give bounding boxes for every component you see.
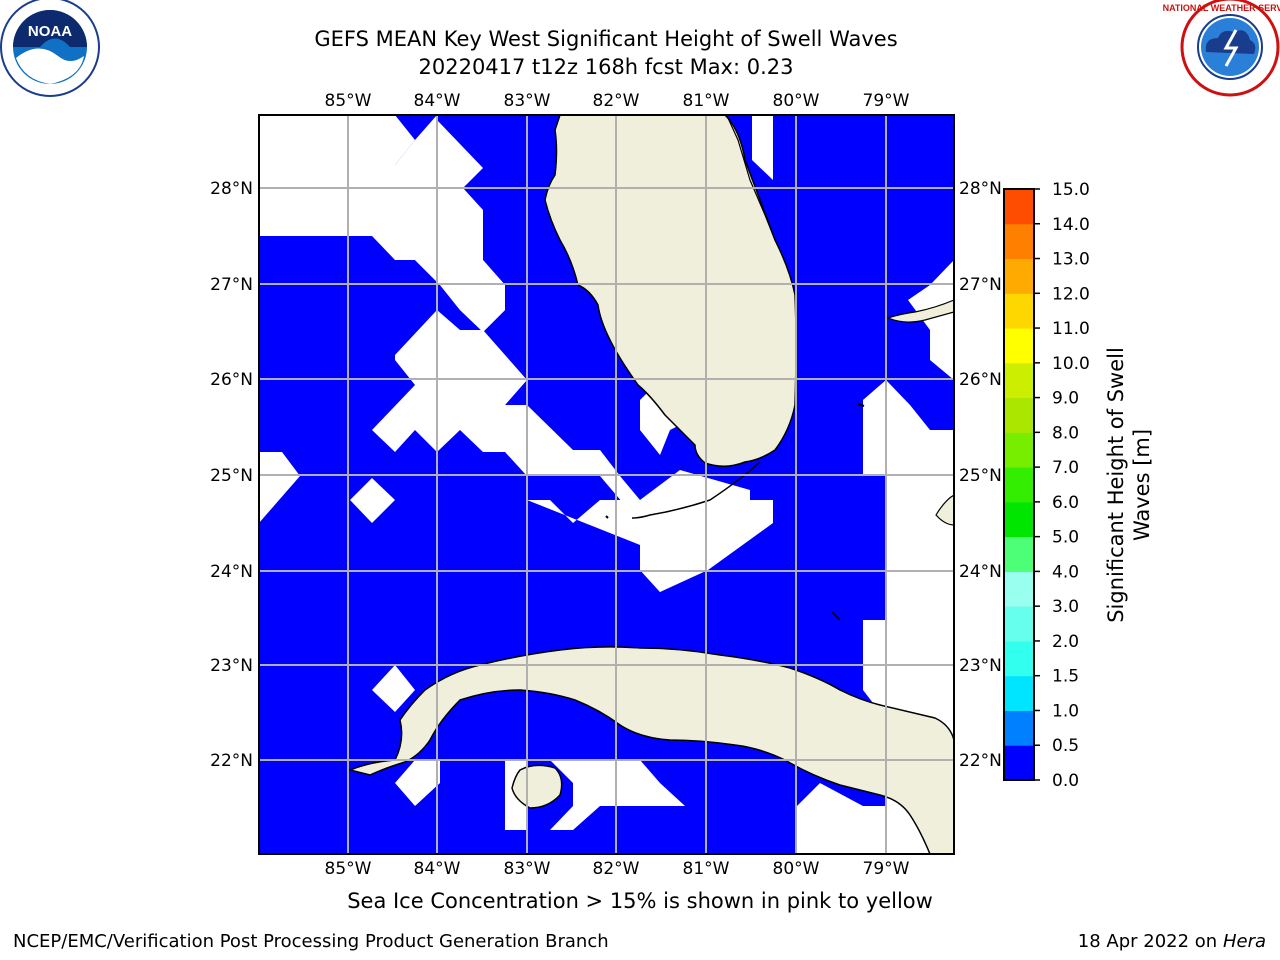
lat-label: 25°N: [959, 466, 1002, 486]
credit-text: NCEP/EMC/Verification Post Processing Pr…: [13, 931, 609, 952]
lat-label: 22°N: [959, 751, 1002, 771]
colorbar-label-line1: Significant Height of Swell: [1104, 347, 1128, 623]
colorbar-tick-label: 8.0: [1052, 423, 1079, 443]
lat-label: 24°N: [959, 562, 1002, 582]
noaa-logo-text: NOAA: [28, 23, 72, 40]
colorbar-tick-label: 3.0: [1052, 597, 1079, 617]
colorbar-tick-label: 4.0: [1052, 562, 1079, 582]
no-data-patches: [259, 115, 954, 854]
chart-title: GEFS MEAN Key West Significant Height of…: [314, 27, 898, 51]
colorbar-tick-label: 11.0: [1052, 319, 1090, 339]
graticule: [259, 115, 954, 854]
lat-label: 23°N: [959, 656, 1002, 676]
lat-label: 26°N: [210, 370, 253, 390]
lat-labels-right: 28°N 27°N 26°N 25°N 24°N 23°N 22°N: [959, 179, 1002, 771]
noaa-logo: NOAA: [0, 0, 100, 97]
colorbar-segment: [1004, 606, 1034, 642]
colorbar-segment: [1004, 397, 1034, 433]
colorbar-segment: [1004, 432, 1034, 468]
lat-label: 28°N: [210, 179, 253, 199]
colorbar-tick-label: 5.0: [1052, 528, 1079, 548]
colorbar-tick-label: 1.5: [1052, 667, 1079, 687]
lat-label: 23°N: [210, 656, 253, 676]
date-text: 18 Apr 2022 on: [1077, 931, 1223, 952]
colorbar-tick-label: 1.0: [1052, 701, 1079, 721]
colorbar-segment: [1004, 223, 1034, 260]
lat-label: 27°N: [210, 275, 253, 295]
lon-labels-top: 85°W 84°W 83°W 82°W 81°W 80°W 79°W: [325, 91, 910, 111]
isla-juventud: [511, 764, 563, 809]
nws-logo-ring-text: NATIONAL WEATHER SERVICE: [1163, 3, 1280, 13]
lon-label: 85°W: [325, 859, 372, 879]
colorbar-segment: [1004, 362, 1034, 399]
colorbar-tick-label: 14.0: [1052, 215, 1090, 235]
colorbar-tick-label: 10.0: [1052, 354, 1090, 374]
colorbar-segment: [1004, 328, 1034, 364]
colorbar-ticks: 0.0 0.5 1.0 1.5 2.0 3.0 4.0 5.0 6.0 7.0 8.0 9.0 10.0…: [1034, 180, 1090, 791]
lon-label: 84°W: [414, 859, 461, 879]
colorbar-segment: [1004, 293, 1034, 329]
lon-label: 84°W: [414, 91, 461, 111]
colorbar-segment: [1004, 640, 1034, 677]
lat-label: 28°N: [959, 179, 1002, 199]
colorbar-segment: [1004, 258, 1034, 294]
lat-label: 27°N: [959, 275, 1002, 295]
colorbar-segment: [1004, 710, 1034, 746]
lat-label: 22°N: [210, 751, 253, 771]
colorbar-tick-label: 9.0: [1052, 389, 1079, 409]
colorbar-tick-label: 12.0: [1052, 284, 1090, 304]
colorbar-label: Significant Height of Swell Waves [m]: [1104, 347, 1154, 623]
colorbar: [1003, 188, 1035, 781]
lat-label: 25°N: [210, 466, 253, 486]
colorbar-segment: [1004, 675, 1034, 711]
lon-label: 81°W: [683, 91, 730, 111]
cuba-land: [347, 646, 954, 854]
lat-label: 24°N: [210, 562, 253, 582]
bahamas-islands: [935, 494, 954, 526]
lon-label: 82°W: [593, 91, 640, 111]
colorbar-label-line2: Waves [m]: [1130, 429, 1154, 541]
lon-label: 81°W: [683, 859, 730, 879]
lon-label: 79°W: [863, 91, 910, 111]
colorbar-tick-label: 7.0: [1052, 458, 1079, 478]
colorbar-frame: [1003, 188, 1035, 781]
lat-label: 26°N: [959, 370, 1002, 390]
bahamas-andros: [886, 299, 954, 323]
chart-subtitle: 20220417 t12z 168h fcst Max: 0.23: [418, 55, 794, 79]
map-frame: [258, 114, 955, 855]
colorbar-tick-label: 13.0: [1052, 250, 1090, 270]
caption: Sea Ice Concentration > 15% is shown in …: [347, 889, 933, 913]
colorbar-segment: [1004, 571, 1034, 607]
lon-label: 80°W: [773, 91, 820, 111]
colorbar-segment: [1004, 501, 1034, 538]
colorbar-segment: [1004, 189, 1034, 225]
colorbar-tick-label: 6.0: [1052, 493, 1079, 513]
lon-labels-bottom: 85°W 84°W 83°W 82°W 81°W 80°W 79°W: [325, 859, 910, 879]
colorbar-tick-label: 0.0: [1052, 771, 1079, 791]
lon-label: 83°W: [504, 91, 551, 111]
host-name: Hera: [1222, 931, 1266, 952]
lon-label: 83°W: [504, 859, 551, 879]
colorbar-tick-label: 15.0: [1052, 180, 1090, 200]
lat-labels-left: 28°N 27°N 26°N 25°N 24°N 23°N 22°N: [210, 179, 253, 771]
nws-logo: NATIONAL WEATHER SERVICE: [1163, 0, 1280, 97]
lon-label: 82°W: [593, 859, 640, 879]
date-stamp: 18 Apr 2022 on Hera: [1078, 931, 1266, 952]
lon-label: 80°W: [773, 859, 820, 879]
lon-label: 79°W: [863, 859, 910, 879]
colorbar-segment: [1004, 467, 1034, 503]
colorbar-tick-label: 0.5: [1052, 736, 1079, 756]
colorbar-tick-label: 2.0: [1052, 632, 1079, 652]
florida-keys: [631, 461, 761, 519]
lon-label: 85°W: [325, 91, 372, 111]
colorbar-segment: [1004, 536, 1034, 572]
colorbar-segment: [1004, 745, 1034, 781]
